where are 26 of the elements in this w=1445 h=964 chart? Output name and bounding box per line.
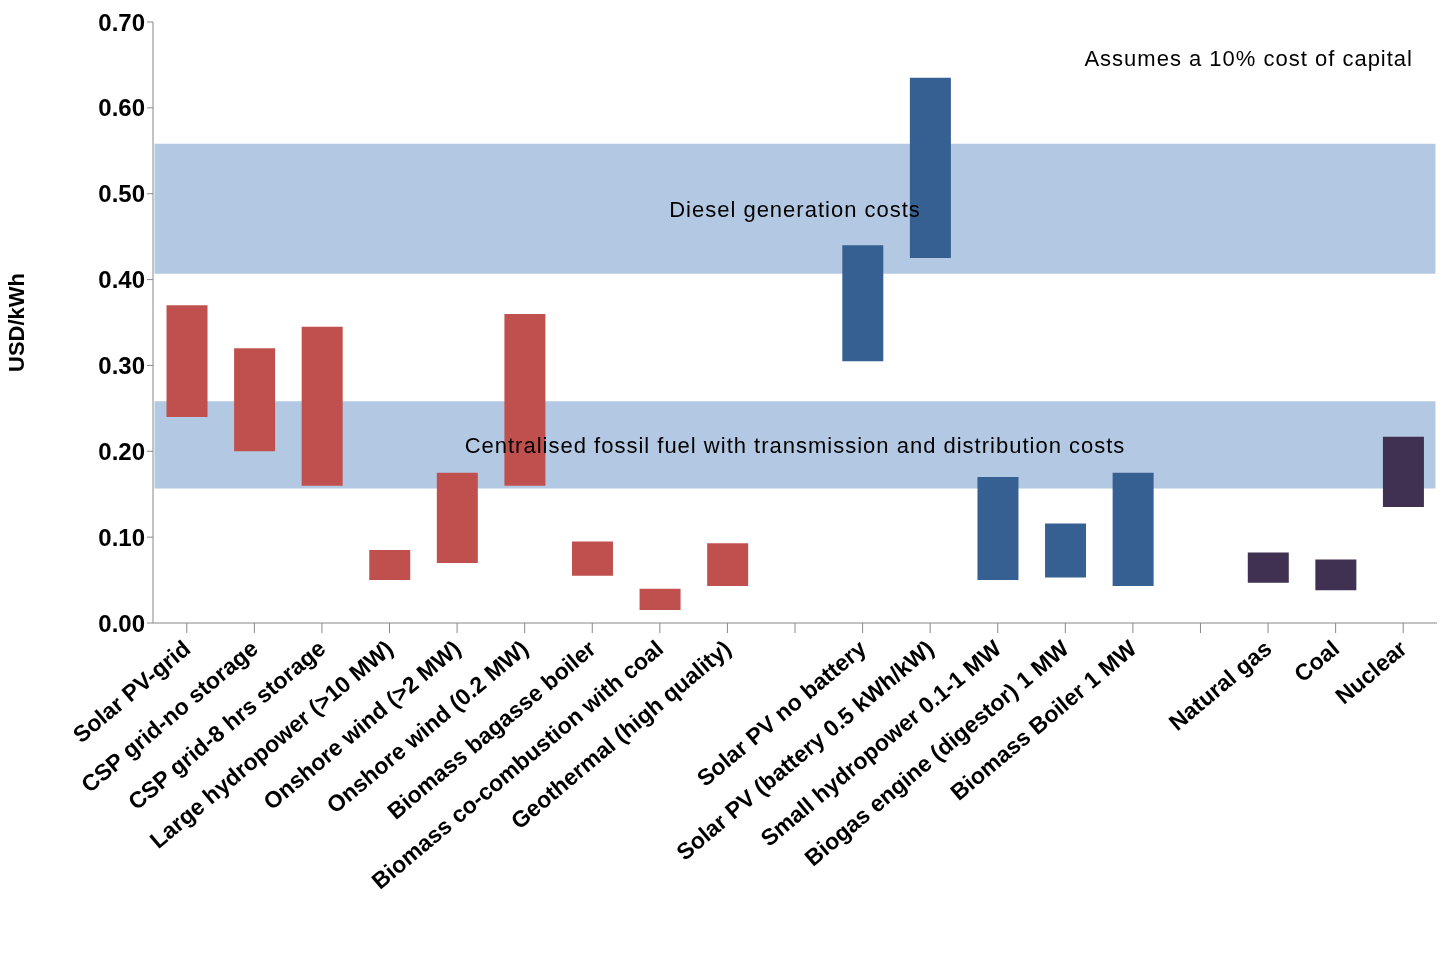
- bar: [369, 550, 411, 581]
- y-tick-label: 0.40: [98, 266, 145, 294]
- bar: [436, 472, 478, 563]
- bar: [1315, 559, 1357, 591]
- annotation: Assumes a 10% cost of capital: [1084, 46, 1413, 72]
- bar: [1247, 552, 1289, 583]
- bar: [639, 588, 681, 611]
- bar: [1112, 472, 1154, 587]
- bar: [977, 477, 1019, 581]
- bar: [1045, 523, 1087, 578]
- y-tick-label: 0.20: [98, 437, 145, 465]
- y-tick-label: 0.10: [98, 523, 145, 551]
- bar: [301, 326, 343, 486]
- y-tick-label: 0.60: [98, 94, 145, 122]
- y-tick-label: 0.00: [98, 609, 145, 637]
- bar: [166, 305, 208, 417]
- y-tick-label: 0.50: [98, 180, 145, 208]
- y-tick-label: 0.30: [98, 351, 145, 379]
- bar: [234, 348, 276, 452]
- y-axis-title: USD/kWh: [3, 273, 29, 372]
- bar: [707, 543, 749, 587]
- bar: [1382, 436, 1424, 508]
- bar: [842, 245, 884, 362]
- band-label: Diesel generation costs: [669, 196, 921, 222]
- bar: [571, 541, 613, 576]
- y-tick-label: 0.70: [98, 8, 145, 36]
